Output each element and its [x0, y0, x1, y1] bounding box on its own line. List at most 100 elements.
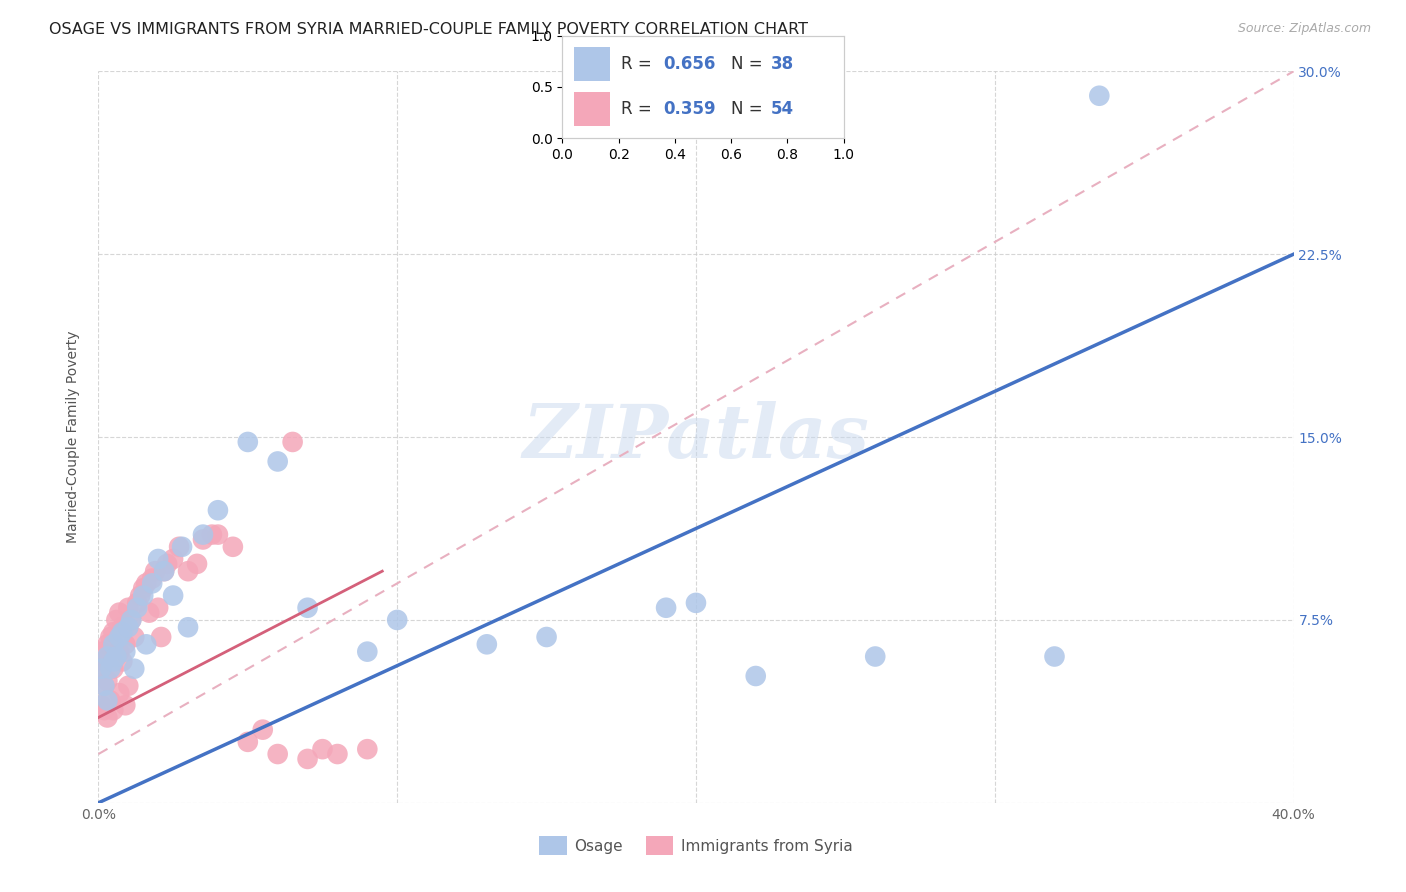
Point	[96, 637, 118, 651]
Point	[124, 662, 146, 676]
Point	[93, 654, 115, 668]
Point	[120, 613, 142, 627]
Point	[105, 613, 128, 627]
Point	[297, 600, 319, 615]
Point	[114, 698, 136, 713]
Text: Source: ZipAtlas.com: Source: ZipAtlas.com	[1237, 22, 1371, 36]
Point	[153, 564, 176, 578]
Point	[135, 637, 157, 651]
Point	[129, 589, 152, 603]
Point	[103, 637, 125, 651]
Point	[93, 703, 115, 717]
Point	[207, 503, 229, 517]
Text: R =: R =	[621, 55, 658, 73]
Point	[127, 600, 149, 615]
Point	[1043, 649, 1066, 664]
Point	[222, 540, 245, 554]
Point	[236, 434, 259, 449]
Point	[162, 552, 184, 566]
Point	[281, 434, 304, 449]
Text: N =: N =	[731, 100, 768, 118]
Point	[120, 613, 142, 627]
Point	[90, 662, 112, 676]
Point	[356, 645, 378, 659]
Text: N =: N =	[731, 55, 768, 73]
Point	[117, 600, 139, 615]
Point	[111, 654, 134, 668]
Point	[141, 576, 163, 591]
Point	[124, 630, 146, 644]
Text: 0.656: 0.656	[664, 55, 716, 73]
Point	[90, 698, 112, 713]
Point	[191, 533, 214, 547]
Point	[385, 613, 409, 627]
Point	[96, 649, 118, 664]
Point	[172, 540, 194, 554]
Point	[148, 600, 170, 615]
Point	[141, 572, 163, 586]
Point	[132, 581, 155, 595]
Bar	[574, 47, 610, 81]
Bar	[574, 92, 610, 126]
Text: OSAGE VS IMMIGRANTS FROM SYRIA MARRIED-COUPLE FAMILY POVERTY CORRELATION CHART: OSAGE VS IMMIGRANTS FROM SYRIA MARRIED-C…	[49, 22, 808, 37]
Point	[90, 662, 112, 676]
Point	[111, 625, 134, 640]
Point	[127, 596, 149, 610]
Point	[103, 625, 125, 640]
Point	[153, 564, 176, 578]
Point	[356, 742, 378, 756]
Point	[105, 649, 128, 664]
Point	[117, 620, 139, 634]
Point	[90, 645, 112, 659]
Point	[150, 630, 173, 644]
Point	[297, 752, 319, 766]
Text: ZIPatlas: ZIPatlas	[523, 401, 869, 474]
Point	[177, 564, 200, 578]
Point	[156, 557, 179, 571]
Text: 38: 38	[770, 55, 793, 73]
Point	[475, 637, 498, 651]
Text: 0.359: 0.359	[664, 100, 716, 118]
Point	[108, 645, 131, 659]
Text: R =: R =	[621, 100, 658, 118]
Point	[201, 527, 224, 541]
Point	[100, 693, 122, 707]
Point	[117, 679, 139, 693]
Y-axis label: Married-Couple Family Poverty: Married-Couple Family Poverty	[66, 331, 80, 543]
Point	[143, 564, 166, 578]
Point	[100, 630, 122, 644]
Point	[1088, 88, 1111, 103]
Point	[207, 527, 229, 541]
Point	[114, 645, 136, 659]
Point	[311, 742, 333, 756]
Point	[252, 723, 274, 737]
Point	[103, 654, 125, 668]
Point	[108, 630, 131, 644]
Point	[236, 735, 259, 749]
Point	[162, 589, 184, 603]
Point	[100, 662, 122, 676]
Point	[103, 703, 125, 717]
Text: 54: 54	[770, 100, 793, 118]
Point	[138, 606, 160, 620]
Point	[135, 576, 157, 591]
Point	[745, 669, 768, 683]
Point	[186, 557, 208, 571]
Point	[167, 540, 190, 554]
Point	[96, 710, 118, 724]
Point	[96, 693, 118, 707]
Point	[148, 552, 170, 566]
Point	[108, 606, 131, 620]
Point	[105, 649, 128, 664]
Point	[93, 679, 115, 693]
Point	[132, 589, 155, 603]
Point	[108, 686, 131, 700]
Legend: Osage, Immigrants from Syria: Osage, Immigrants from Syria	[533, 830, 859, 861]
Point	[536, 630, 558, 644]
Point	[114, 637, 136, 651]
Point	[191, 527, 214, 541]
Point	[111, 620, 134, 634]
Point	[103, 662, 125, 676]
Point	[267, 454, 290, 468]
Point	[93, 679, 115, 693]
